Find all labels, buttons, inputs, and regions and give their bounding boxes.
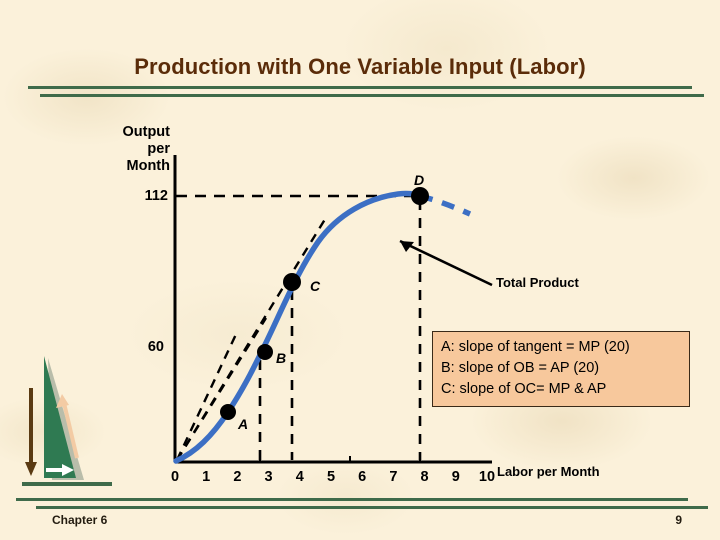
point-label-b: B — [276, 350, 287, 366]
x-axis-title: Labor per Month — [497, 464, 600, 479]
total-product-curve — [173, 190, 423, 464]
y-axis-title-line-3: Month — [126, 158, 170, 174]
y-axis-tick-label-60: 60 — [147, 339, 164, 355]
x-axis-tick-label-10: 10 — [478, 469, 496, 485]
x-axis-tick-label-6: 6 — [358, 469, 367, 485]
up-arrow-line — [62, 402, 79, 459]
footer-page-number: 9 — [675, 513, 682, 527]
x-axis-tick-labels: 0 1 2 3 4 5 6 7 8 9 10 — [0, 469, 720, 489]
total-product-arrowhead — [400, 241, 414, 252]
triangle-shape — [44, 356, 76, 478]
x-axis-tick-label-7: 7 — [389, 469, 398, 485]
up-arrow-head — [56, 394, 69, 408]
y-axis-title-line-2: per — [147, 141, 170, 157]
footer-divider-upper — [16, 498, 688, 501]
down-arrow-head — [25, 462, 37, 476]
x-axis-tick-label-0: 0 — [170, 469, 180, 485]
data-point-b — [257, 344, 273, 360]
x-axis-tick-label-9: 9 — [451, 469, 460, 485]
right-arrow-head — [62, 464, 74, 476]
point-label-a: A — [238, 416, 249, 432]
tangent-line-at-a — [175, 329, 240, 461]
x-axis-tick-label-2: 2 — [233, 469, 242, 485]
point-label-d: D — [414, 172, 425, 188]
y-axis-tick-label-112: 112 — [144, 188, 168, 204]
total-product-annotation: Total Product — [496, 275, 579, 290]
ray-oc — [175, 215, 329, 461]
x-axis-tick-label-5: 5 — [326, 469, 336, 485]
footer-divider-lower — [36, 506, 708, 509]
title-divider-lower — [40, 94, 704, 97]
note-line-c: C: slope of OC= MP & AP — [441, 381, 607, 397]
decorative-triangle-graphic — [22, 356, 112, 486]
page-title: Production with One Variable Input (Labo… — [134, 54, 586, 79]
x-axis-tick-label-4: 4 — [295, 469, 304, 485]
y-axis-title-line-1: Output — [122, 124, 170, 140]
x-axis-tick-label-3: 3 — [264, 469, 273, 485]
x-axis-tick-label-1: 1 — [202, 469, 211, 485]
x-axis-tick-label-8: 8 — [420, 469, 429, 485]
data-point-a — [220, 404, 236, 420]
title-divider-upper — [28, 86, 692, 89]
slope-notes-box: A: slope of tangent = MP (20) B: slope o… — [432, 331, 690, 407]
note-line-b: B: slope of OB = AP (20) — [441, 360, 600, 376]
total-product-leader-line — [399, 239, 493, 287]
data-point-c — [283, 273, 301, 291]
note-line-a: A: slope of tangent = MP (20) — [441, 339, 630, 355]
point-label-c: C — [310, 278, 321, 294]
footer-chapter-label: Chapter 6 — [52, 513, 108, 527]
y-axis-title: Output per Month — [60, 124, 170, 175]
data-point-d — [411, 187, 429, 205]
